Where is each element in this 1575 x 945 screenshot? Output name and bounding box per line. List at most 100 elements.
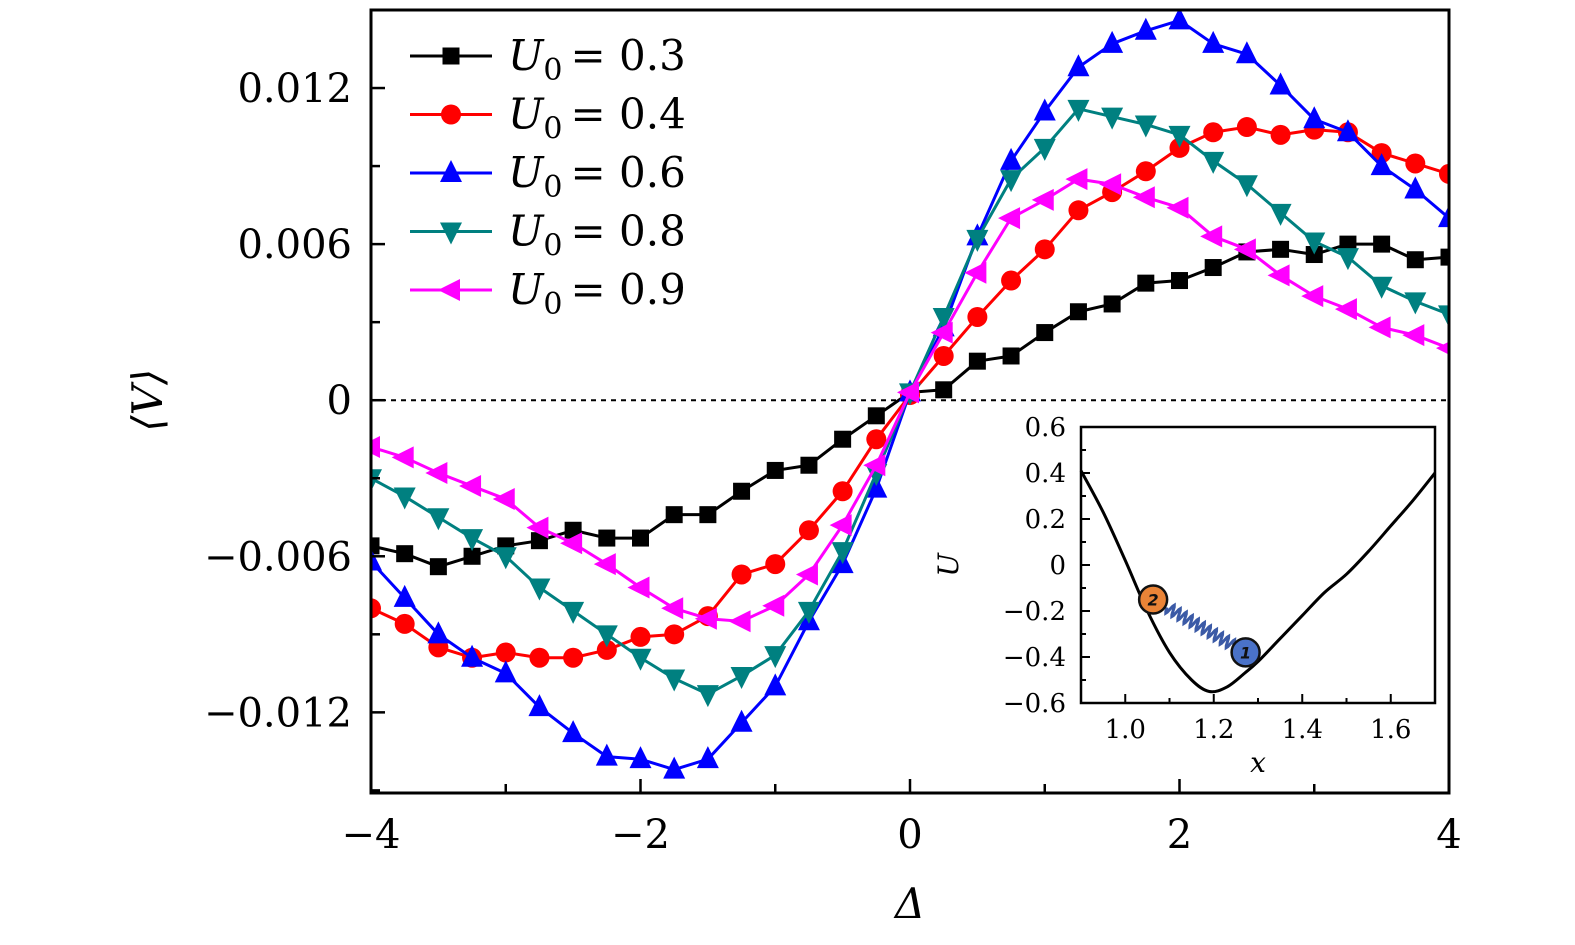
data-point (1272, 240, 1290, 258)
legend-value: = 0.8 (571, 207, 686, 256)
x-tick-label: −4 (342, 812, 401, 858)
data-point (765, 554, 786, 575)
data-point (865, 475, 888, 498)
legend-marker (442, 47, 460, 65)
data-point (1235, 175, 1258, 198)
data-point (998, 207, 1021, 230)
axis-ticks (369, 8, 1451, 793)
legend-marker (440, 160, 462, 182)
data-point (1031, 188, 1054, 211)
data-point (563, 647, 584, 668)
data-point (663, 756, 686, 779)
data-point (1067, 99, 1090, 122)
data-point (932, 307, 955, 330)
data-point (529, 647, 550, 668)
y-tick-label: 0.006 (237, 222, 352, 268)
legend-item: U0 = 0.8 (410, 207, 686, 264)
data-point (393, 487, 416, 510)
data-point (1204, 259, 1222, 277)
data-point (1001, 270, 1022, 291)
data-point (427, 621, 450, 644)
inset-y-tick-label: 0.2 (1025, 505, 1066, 535)
series-4 (371, 168, 1449, 633)
inset-x-axis-title: x (1250, 746, 1266, 779)
x-tick-labels: −4 −2 0 2 4 (342, 812, 1462, 858)
data-point (766, 461, 784, 479)
main-plot: −4 −2 0 2 4 −0.012 −0.006 0 0.006 0.012 Δ ⟨V⟩ (123, 8, 1462, 928)
data-point (1202, 151, 1225, 174)
data-point (800, 456, 818, 474)
legend-item: U0 = 0.6 (410, 148, 686, 205)
data-point (968, 352, 986, 370)
data-point (1036, 324, 1054, 342)
data-point (930, 321, 953, 344)
data-point (629, 746, 652, 769)
series-0 (371, 235, 1449, 576)
data-point (1034, 239, 1055, 260)
data-point (396, 545, 414, 563)
data-point (1303, 106, 1326, 129)
data-point (1235, 41, 1258, 64)
data-point (595, 743, 618, 766)
particle-ball (1230, 637, 1261, 668)
legend-subscript: 0 (543, 229, 562, 264)
legend-label: U0 = 0.8 (508, 207, 686, 264)
data-point (935, 381, 953, 399)
data-point (1436, 341, 1449, 355)
data-point (1303, 232, 1326, 255)
data-point (627, 576, 650, 599)
data-point (1267, 264, 1290, 287)
legend-symbol: U (508, 265, 545, 314)
legend-subscript: 0 (543, 53, 562, 88)
data-point (730, 709, 753, 732)
inset-plot: 21 1.0 1.2 1.4 1.6 −0.6−0.4−0.200.20.40.6 x… (932, 413, 1437, 779)
legend-marker (440, 222, 462, 245)
data-point (728, 610, 751, 633)
data-point (661, 597, 684, 620)
data-point (764, 673, 787, 696)
legend-symbol: U (508, 31, 545, 80)
data-point (1368, 316, 1391, 339)
data-point (425, 462, 448, 485)
y-tick-label: −0.012 (204, 690, 352, 736)
data-point (795, 563, 818, 586)
data-point (629, 648, 652, 671)
data-point (1033, 138, 1056, 161)
data-point (1438, 305, 1449, 328)
data-point (1171, 272, 1188, 290)
legend-value: = 0.6 (571, 148, 686, 197)
data-point (1068, 200, 1089, 221)
data-point (1101, 30, 1124, 53)
inset-y-tick-label: −0.4 (1003, 643, 1066, 673)
data-point (1406, 251, 1424, 269)
data-point (1301, 285, 1324, 308)
data-point (933, 345, 954, 366)
data-point (829, 514, 852, 537)
data-point (596, 639, 617, 660)
data-point (463, 547, 481, 565)
data-point (1270, 124, 1291, 145)
y-tick-label: 0.012 (237, 66, 352, 112)
inset-y-tick-label: 0.6 (1025, 413, 1066, 443)
data-point (1103, 295, 1121, 313)
data-point (1305, 246, 1323, 264)
legend-label: U0 = 0.4 (508, 90, 686, 147)
data-point (696, 746, 719, 769)
data-point (966, 229, 989, 252)
data-point (831, 542, 854, 565)
series-layer (371, 10, 1449, 779)
data-point (1069, 303, 1087, 321)
inset-x-tick-label: 1.4 (1282, 715, 1323, 745)
legend-label: U0 = 0.6 (508, 148, 686, 205)
data-point (699, 506, 717, 524)
legend-subscript: 0 (543, 287, 562, 322)
data-point (665, 506, 683, 524)
data-point (762, 594, 785, 617)
data-point (663, 669, 686, 692)
particle-ball (1137, 584, 1169, 615)
inset-y-tick-label: −0.2 (1003, 597, 1066, 627)
data-point (1000, 170, 1023, 193)
data-point (1370, 276, 1393, 299)
inset-y-tick-label: 0.4 (1025, 459, 1066, 489)
